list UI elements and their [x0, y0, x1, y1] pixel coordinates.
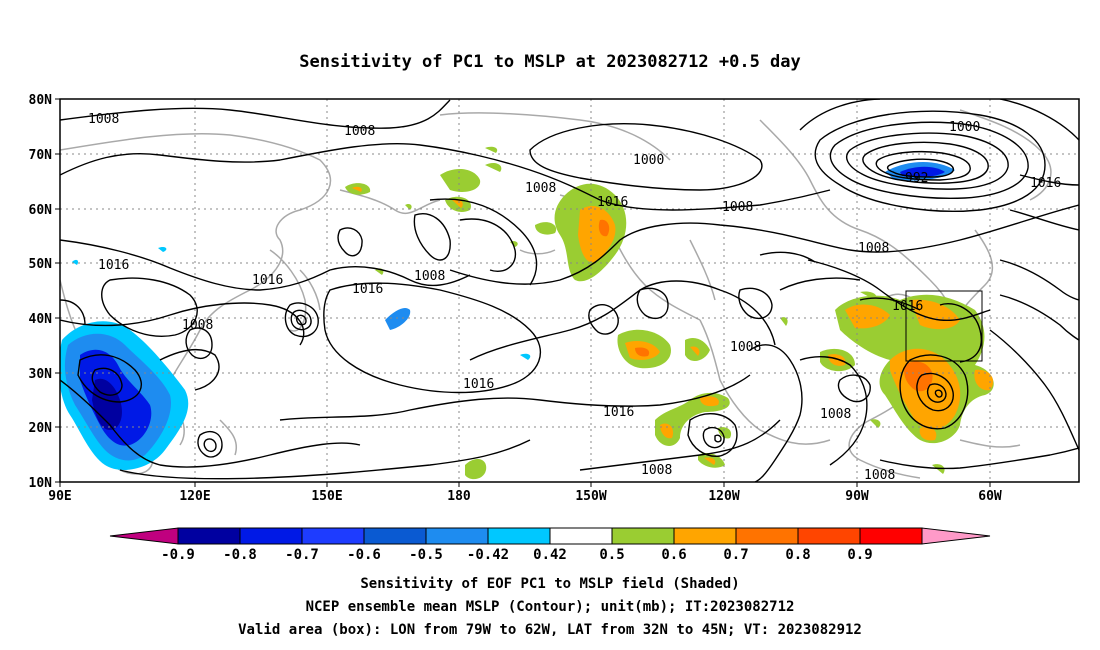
map-frame — [59, 98, 1080, 483]
contour-label: 1008 — [641, 463, 672, 478]
lat-label: 30N — [29, 367, 53, 382]
colorbar-segment — [611, 527, 675, 545]
contour-label: 1008 — [864, 468, 895, 483]
lon-label: 120E — [179, 489, 210, 504]
colorbar-tick-label: -0.42 — [467, 547, 509, 563]
lon-label: 180 — [447, 489, 471, 504]
colorbar-tick-label: -0.6 — [347, 547, 381, 563]
valid-area-box — [905, 290, 983, 362]
colorbar-segment — [425, 527, 489, 545]
lon-label: 120W — [708, 489, 739, 504]
colorbar-tick-label: 0.6 — [661, 547, 686, 563]
contour-label: 992 — [905, 171, 928, 186]
caption-line-1: Sensitivity of EOF PC1 to MSLP field (Sh… — [360, 576, 739, 592]
colorbar-segment — [487, 527, 551, 545]
colorbar-ticks: -0.9 -0.8 -0.7 -0.6 -0.5 -0.42 0.42 0.5 0.6 0.7 0.… — [161, 547, 873, 563]
contour-label: 1000 — [949, 120, 980, 135]
colorbar-segment — [239, 527, 303, 545]
contour-label: 1016 — [892, 299, 923, 314]
colorbar-segment — [859, 527, 923, 545]
lon-label: 150W — [575, 489, 606, 504]
contour-label: 1016 — [252, 273, 283, 288]
lon-label: 60W — [978, 489, 1002, 504]
chart-title: Sensitivity of PC1 to MSLP at 2023082712… — [299, 52, 801, 72]
lat-label: 40N — [29, 312, 53, 327]
contour-label: 1008 — [414, 269, 445, 284]
colorbar-tick-label: -0.5 — [409, 547, 443, 563]
map-area: 1008 1008 1000 1008 1016 1008 1000 992 1… — [60, 99, 1079, 483]
contour-label: 1000 — [633, 153, 664, 168]
contour-label: 1008 — [525, 181, 556, 196]
lon-label: 150E — [311, 489, 342, 504]
lat-label: 20N — [29, 421, 53, 436]
contour-label: 1008 — [182, 318, 213, 333]
colorbar-tick-label: -0.9 — [161, 547, 195, 563]
colorbar-tick-label: 0.42 — [533, 547, 567, 563]
colorbar-segment — [921, 527, 991, 545]
colorbar-segment — [177, 527, 241, 545]
contour-label: 1016 — [597, 195, 628, 210]
mslp-contours — [60, 99, 1079, 482]
colorbar-tick-label: 0.5 — [599, 547, 624, 563]
contour-label: 1016 — [1030, 176, 1061, 191]
colorbar-segment — [735, 527, 799, 545]
lat-label: 50N — [29, 257, 53, 272]
colorbar-tick-label: 0.7 — [723, 547, 748, 563]
contour-label: 1016 — [603, 405, 634, 420]
colorbar-tick-label: -0.8 — [223, 547, 257, 563]
lat-label: 10N — [29, 476, 53, 491]
colorbar-segment — [301, 527, 365, 545]
contour-label: 1016 — [98, 258, 129, 273]
lat-label: 80N — [29, 93, 53, 108]
colorbar-segment — [363, 527, 427, 545]
colorbar-segment — [549, 527, 613, 545]
lat-label: 70N — [29, 148, 53, 163]
colorbar-tick-label: 0.9 — [847, 547, 872, 563]
sensitivity-shading — [60, 146, 994, 480]
lon-label: 90W — [845, 489, 869, 504]
colorbar-segment — [673, 527, 737, 545]
contour-label: 1016 — [352, 282, 383, 297]
colorbar-tick-label: -0.7 — [285, 547, 319, 563]
latitude-labels: 80N 70N 60N 50N 40N 30N 20N 10N — [29, 93, 53, 491]
contour-label: 1008 — [820, 407, 851, 422]
graticule — [60, 99, 1079, 482]
colorbar-segment — [109, 527, 179, 545]
contour-label: 1016 — [463, 377, 494, 392]
colorbar-segment — [797, 527, 861, 545]
tick-marks — [55, 98, 991, 487]
contour-label-group: 1008 1008 1000 1008 1016 1008 1000 992 1… — [88, 112, 1061, 483]
longitude-labels: 90E 120E 150E 180 150W 120W 90W 60W — [48, 489, 1002, 504]
contour-label: 1008 — [344, 124, 375, 139]
contour-label: 1008 — [88, 112, 119, 127]
colorbar-tick-label: 0.8 — [785, 547, 810, 563]
lat-label: 60N — [29, 203, 53, 218]
caption-line-3: Valid area (box): LON from 79W to 62W, L… — [238, 622, 862, 638]
caption-line-2: NCEP ensemble mean MSLP (Contour); unit(… — [306, 599, 795, 615]
contour-label: 1008 — [722, 200, 753, 215]
contour-label: 1008 — [730, 340, 761, 355]
contour-label: 1008 — [858, 241, 889, 256]
colorbar — [109, 527, 991, 545]
lon-label: 90E — [48, 489, 71, 504]
caption: Sensitivity of EOF PC1 to MSLP field (Sh… — [238, 576, 862, 638]
